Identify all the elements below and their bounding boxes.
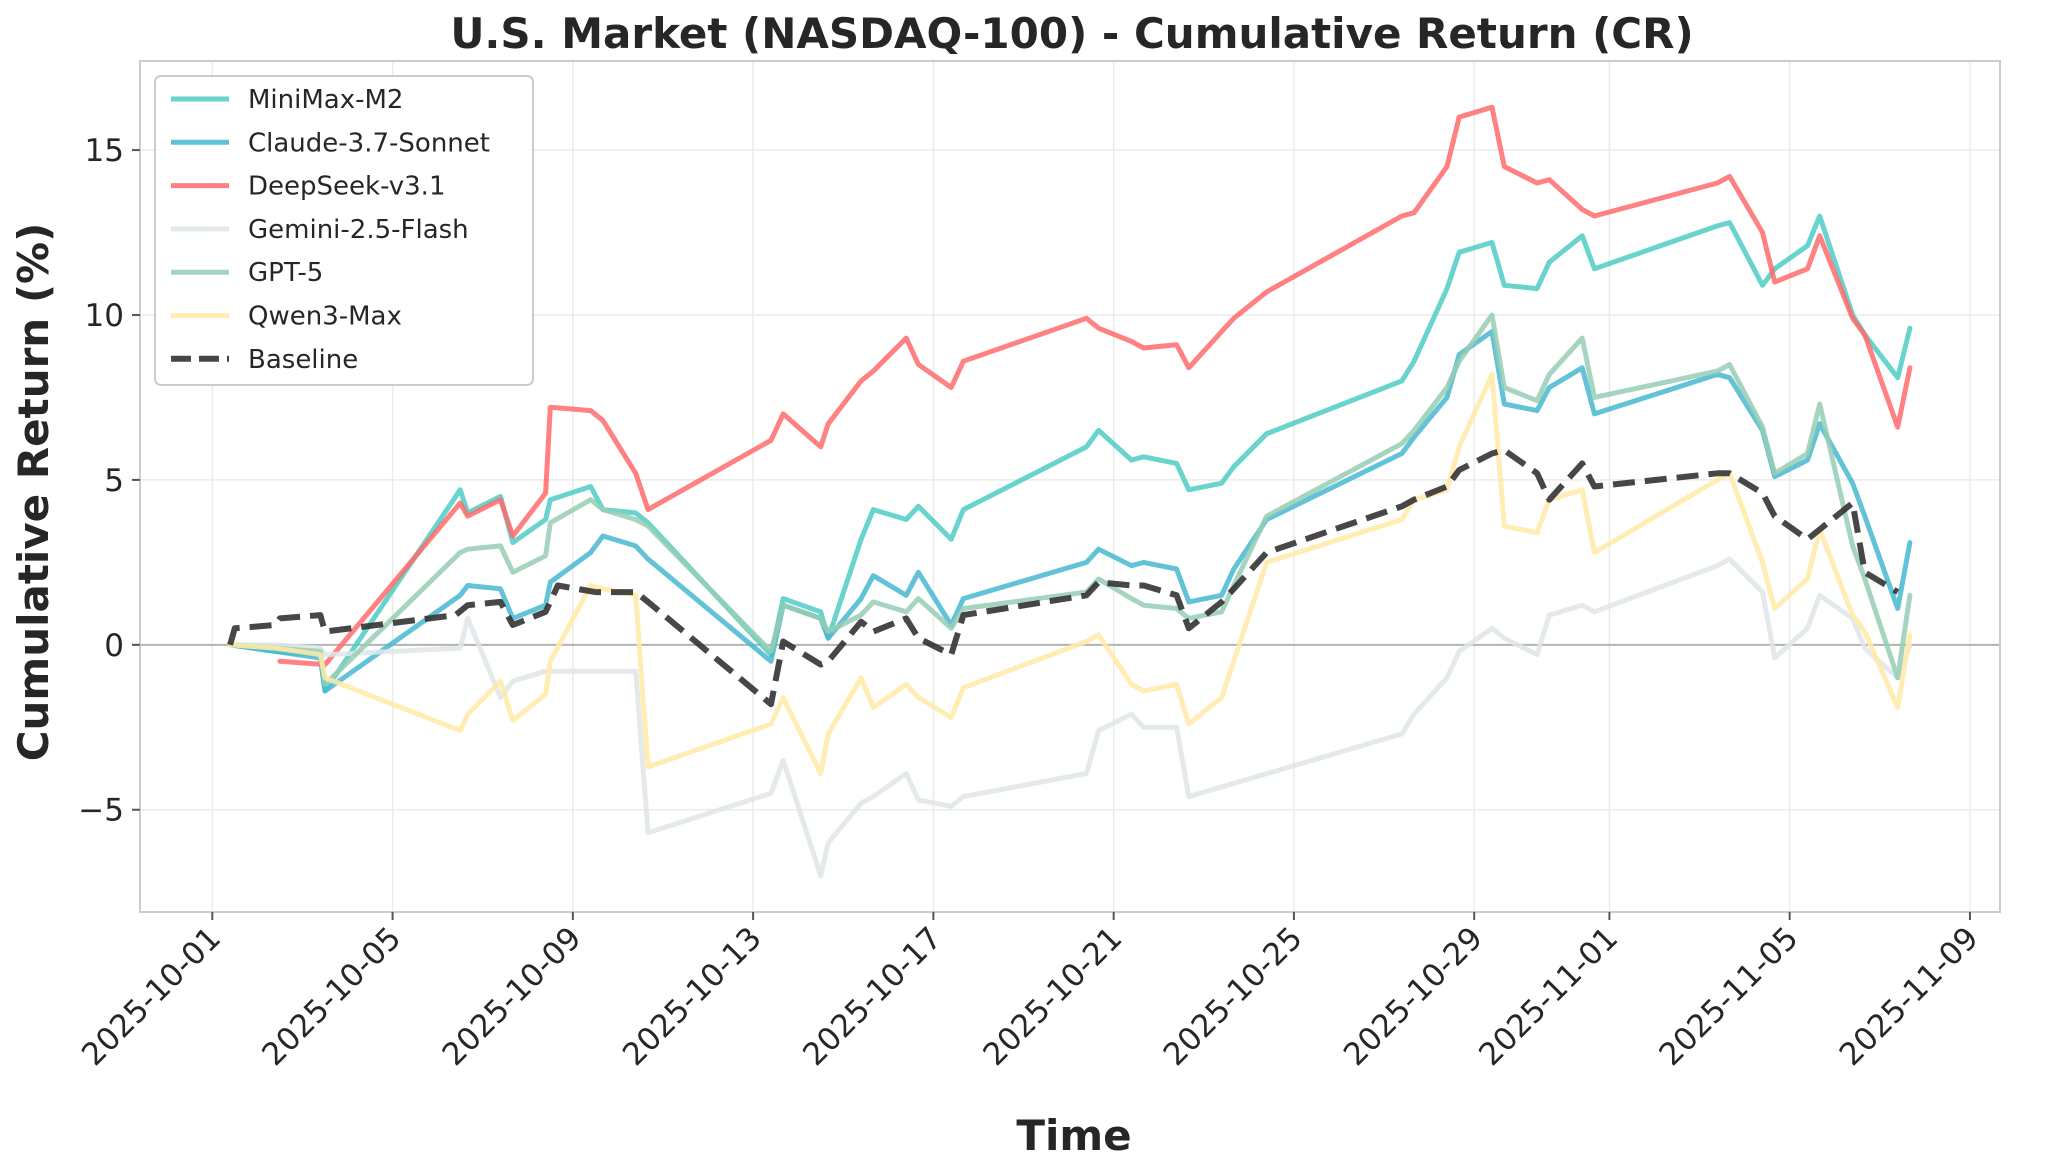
legend-label: Claude-3.7-Sonnet bbox=[248, 128, 490, 158]
y-axis-label: Cumulative Return (%) bbox=[9, 223, 58, 762]
legend-label: Gemini-2.5-Flash bbox=[248, 215, 469, 245]
series-line-gpt-5 bbox=[227, 312, 1913, 687]
series-line-minimax-m2 bbox=[227, 213, 1913, 694]
legend-label: GPT-5 bbox=[248, 258, 323, 288]
series-line-qwen3-max bbox=[227, 371, 1913, 776]
y-tick-label: 10 bbox=[85, 298, 124, 334]
legend: MiniMax-M2 Claude-3.7-Sonnet DeepSeek-v3.1… bbox=[154, 75, 534, 386]
series-line-claude-3-7-sonnet bbox=[227, 329, 1913, 694]
series-line-gemini-2-5-flash bbox=[227, 556, 1913, 879]
legend-label: DeepSeek-v3.1 bbox=[248, 172, 446, 202]
chart-title: U.S. Market (NASDAQ-100) - Cumulative Re… bbox=[450, 9, 1693, 58]
series-line-deepseek-v3-1 bbox=[277, 104, 1913, 668]
y-tick-label: −5 bbox=[78, 793, 124, 829]
y-tick-label: 5 bbox=[104, 463, 124, 499]
series-line-baseline bbox=[227, 447, 1900, 708]
y-tick-label: 15 bbox=[85, 133, 124, 169]
legend-label: MiniMax-M2 bbox=[248, 85, 403, 115]
y-tick-label: 0 bbox=[104, 628, 124, 664]
legend-label: Qwen3-Max bbox=[248, 302, 402, 332]
legend-box bbox=[154, 75, 534, 386]
x-axis-label: Time bbox=[1016, 1111, 1131, 1160]
legend-label: Baseline bbox=[248, 345, 358, 375]
plot-frame bbox=[139, 60, 2001, 913]
